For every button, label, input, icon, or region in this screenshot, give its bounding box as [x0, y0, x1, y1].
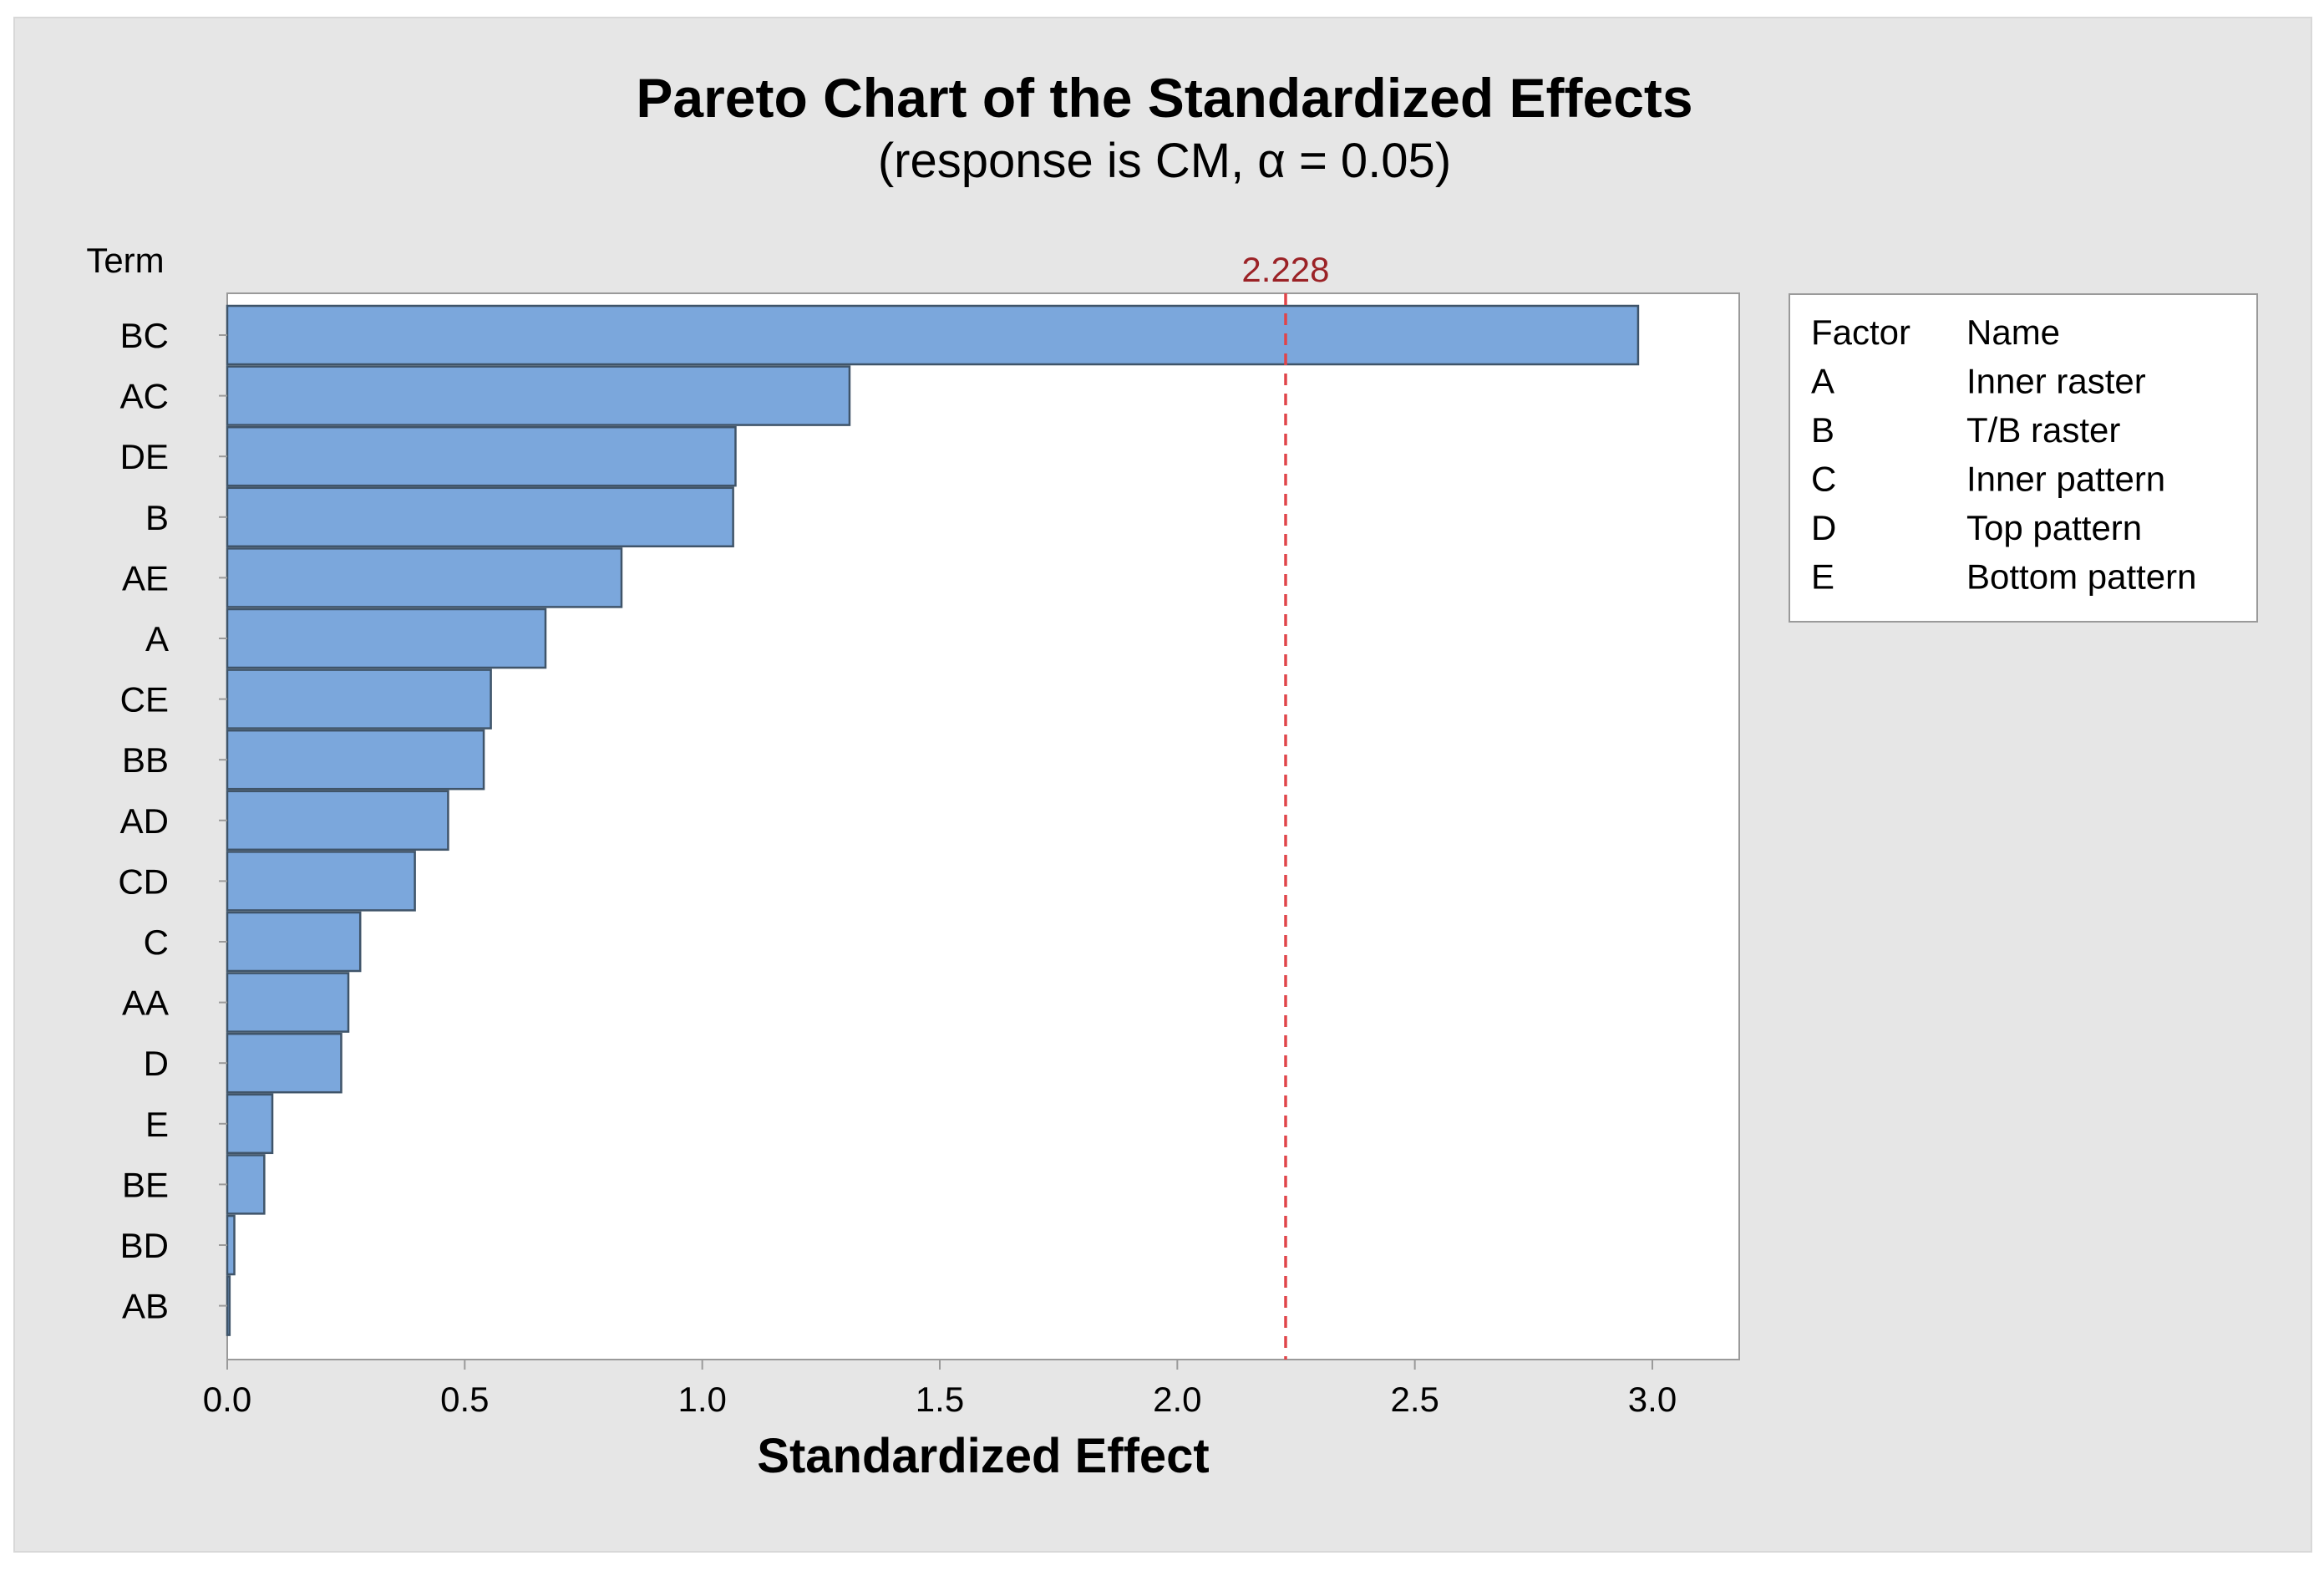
bar-C	[226, 911, 362, 973]
chart-figure: Pareto Chart of the Standardized Effects…	[13, 17, 2312, 1553]
y-tick-label-BD: BD	[120, 1226, 169, 1265]
legend-factor-name: Bottom pattern	[1966, 557, 2196, 597]
legend-factor-code: E	[1811, 557, 1834, 597]
y-tick-label-DE: DE	[120, 437, 169, 476]
x-tick-label: 0.5	[440, 1380, 489, 1419]
y-tick-label-C: C	[144, 923, 169, 962]
x-tick-label: 3.0	[1628, 1380, 1677, 1419]
legend-factor-name: Inner pattern	[1966, 460, 2165, 499]
bar-AD	[226, 790, 449, 852]
legend-box	[1789, 293, 2258, 623]
x-tick-label: 1.5	[916, 1380, 964, 1419]
legend-factor-code: D	[1811, 508, 1836, 547]
y-tick-label-BB: BB	[122, 740, 169, 780]
bar-BC	[226, 304, 1640, 366]
chart-subtitle: (response is CM, α = 0.05)	[878, 134, 1451, 188]
y-tick-label-AE: AE	[122, 558, 169, 597]
y-tick-label-E: E	[145, 1105, 169, 1144]
x-tick-label: 1.0	[677, 1380, 726, 1419]
bar-BB	[226, 729, 485, 790]
y-tick-label-AB: AB	[122, 1287, 169, 1326]
y-tick-label-A: A	[145, 619, 169, 658]
legend-header-name: Name	[1966, 313, 2060, 352]
y-tick-label-BE: BE	[122, 1165, 169, 1204]
bar-AC	[226, 365, 851, 426]
bar-BE	[226, 1154, 266, 1215]
y-tick-label-AA: AA	[122, 984, 169, 1023]
x-tick-label: 2.0	[1153, 1380, 1201, 1419]
legend-factor-code: A	[1811, 362, 1834, 401]
legend-factor-code: C	[1811, 460, 1836, 499]
bar-B	[226, 486, 734, 548]
bar-D	[226, 1032, 343, 1094]
x-tick-label: 0.0	[203, 1380, 251, 1419]
bar-AA	[226, 972, 350, 1033]
legend-factor-name: T/B raster	[1966, 410, 2120, 450]
y-tick-label-D: D	[144, 1044, 169, 1083]
bar-AE	[226, 547, 623, 608]
y-axis-title: Term	[86, 241, 164, 280]
legend-header-factor: Factor	[1811, 313, 1910, 352]
y-tick-label-AC: AC	[120, 377, 169, 416]
bar-AB	[226, 1275, 231, 1336]
x-tick-label: 2.5	[1390, 1380, 1439, 1419]
bar-E	[226, 1093, 274, 1155]
legend-factor-code: B	[1811, 410, 1834, 450]
chart-title: Pareto Chart of the Standardized Effects	[636, 67, 1692, 129]
reference-line-label: 2.228	[1241, 250, 1329, 289]
bar-BD	[226, 1214, 236, 1276]
y-tick-label-BC: BC	[120, 316, 169, 355]
y-tick-label-CE: CE	[120, 680, 169, 719]
y-tick-label-CD: CD	[118, 862, 169, 901]
y-tick-label-B: B	[145, 498, 169, 537]
x-axis-title: Standardized Effect	[757, 1429, 1209, 1483]
bar-CD	[226, 851, 416, 912]
bar-A	[226, 607, 547, 669]
bar-CE	[226, 668, 492, 729]
legend-factor-name: Top pattern	[1966, 508, 2142, 547]
y-tick-label-AD: AD	[120, 801, 169, 841]
bar-DE	[226, 425, 737, 487]
legend-factor-name: Inner raster	[1966, 362, 2146, 401]
pareto-chart: Pareto Chart of the Standardized Effects…	[86, 67, 2258, 1483]
